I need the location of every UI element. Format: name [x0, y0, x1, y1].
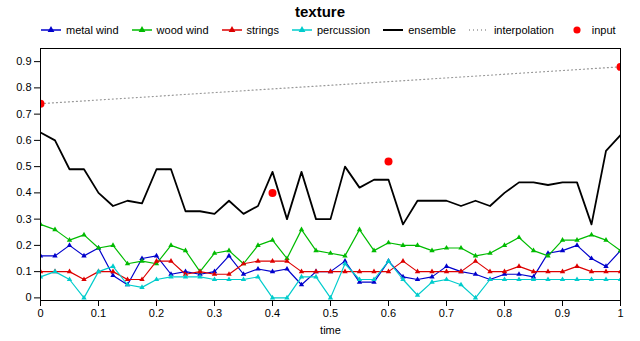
svg-text:0: 0 [37, 307, 43, 319]
svg-text:0.8: 0.8 [497, 307, 512, 319]
svg-text:time: time [320, 324, 341, 336]
svg-text:0.9: 0.9 [16, 55, 31, 67]
html-text:ensemble: ensemble [408, 24, 456, 36]
svg-text:0.3: 0.3 [16, 213, 31, 225]
html-text:strings: strings [246, 24, 279, 36]
html-text:metal wind: metal wind [66, 24, 119, 36]
svg-text:0.5: 0.5 [323, 307, 338, 319]
svg-text:0.5: 0.5 [16, 160, 31, 172]
html-text:input: input [591, 24, 616, 36]
html-text:percussion: percussion [317, 24, 371, 36]
svg-text:0.6: 0.6 [16, 134, 31, 146]
svg-text:0.3: 0.3 [207, 307, 222, 319]
svg-text:0: 0 [25, 291, 31, 303]
svg-text:0.4: 0.4 [265, 307, 280, 319]
svg-text:0.2: 0.2 [149, 307, 164, 319]
svg-text:0.7: 0.7 [16, 108, 31, 120]
svg-text:0.7: 0.7 [439, 307, 454, 319]
svg-text:0.1: 0.1 [16, 265, 31, 277]
svg-text:1: 1 [617, 307, 623, 319]
svg-text:0.2: 0.2 [16, 239, 31, 251]
svg-text:0.8: 0.8 [16, 81, 31, 93]
html-text:wood wind: wood wind [156, 24, 209, 36]
svg-text:0.9: 0.9 [555, 307, 570, 319]
svg-text:0.1: 0.1 [91, 307, 106, 319]
html-text:texture: texture [295, 3, 345, 20]
svg-text:0.6: 0.6 [381, 307, 396, 319]
svg-text:0.4: 0.4 [16, 186, 31, 198]
html-text:interpolation: interpolation [493, 24, 554, 36]
